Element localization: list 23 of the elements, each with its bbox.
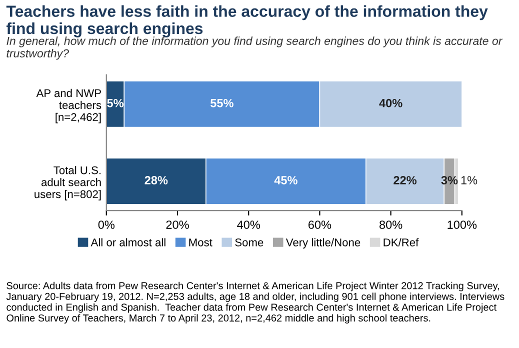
- y-tick-label: Total U.S. adult search users [n=802]: [34, 166, 101, 200]
- data-label: 55%: [210, 98, 234, 108]
- x-tick-label: 100%: [448, 220, 477, 229]
- x-tick-label: 20%: [166, 220, 189, 229]
- data-label: 28%: [144, 176, 168, 184]
- data-label: 40%: [379, 98, 402, 108]
- data-label: 45%: [274, 176, 298, 184]
- y-tick-label: AP and NWP teachers [n=2,462]: [36, 88, 102, 124]
- source-note: Source: Adults data from Pew Research Center's Internet & American Life Project Winter 2012 Tracking Survey, January 20-February 19, 2012. N=2,253 adults, age 18 and older, including 901 cell phone interviews. Interviews conducted in English and Spanish. Teacher data from Pew Research Center's Internet & American Life Project Online Survey of Teachers, March 7 to April 23, 2012, n=2,462 middle and high school teachers.: [6, 282, 504, 324]
- legend-label: Most: [189, 238, 212, 246]
- x-tick-label: 40%: [237, 220, 260, 229]
- data-label: 1%: [461, 176, 478, 184]
- legend-label: Very little/None: [286, 238, 360, 249]
- chart-title: Teachers have less faith in the accuracy of the information they find using search engines: [6, 5, 488, 38]
- x-tick-label: 0%: [98, 220, 115, 229]
- x-tick-label: 80%: [380, 220, 402, 229]
- legend-label: DK/Ref: [384, 238, 419, 246]
- x-tick-label: 60%: [308, 220, 332, 229]
- data-label: 5%: [107, 98, 124, 108]
- chart-subtitle: In general, how much of the information you find using search engines do you think is accurate or trustworthy?: [6, 36, 503, 60]
- legend-label: Some: [235, 238, 264, 246]
- data-label: 22%: [394, 176, 417, 184]
- legend-label: All or almost all: [90, 238, 166, 246]
